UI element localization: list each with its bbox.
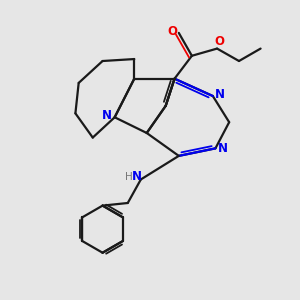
Text: N: N: [218, 142, 228, 155]
Text: O: O: [167, 25, 177, 38]
Text: H: H: [124, 172, 132, 182]
Text: N: N: [101, 109, 112, 122]
Text: O: O: [215, 35, 225, 48]
Text: N: N: [132, 170, 142, 183]
Text: N: N: [215, 88, 225, 101]
